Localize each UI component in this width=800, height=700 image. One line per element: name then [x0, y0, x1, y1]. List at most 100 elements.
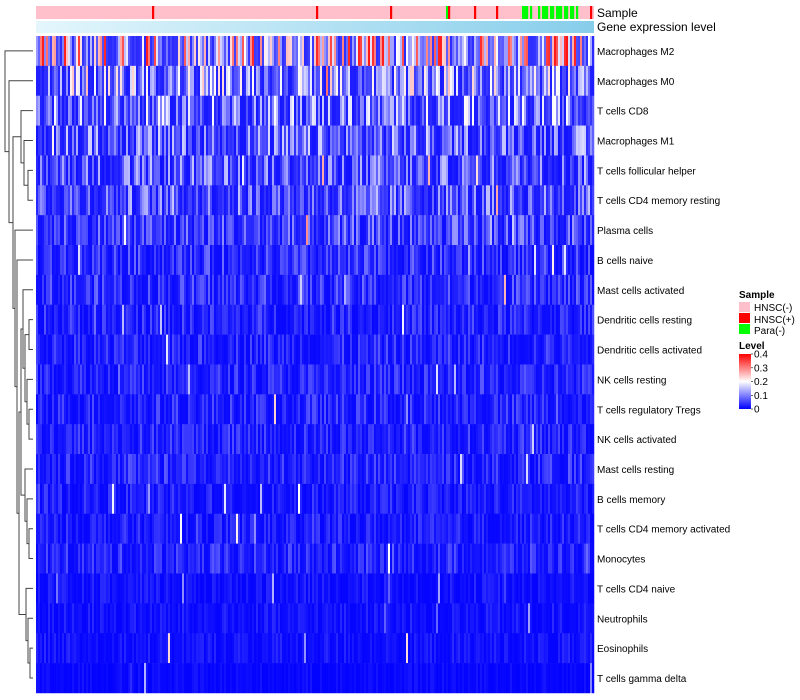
- heatmap-cell: [432, 454, 435, 485]
- heatmap-cell: [478, 125, 481, 156]
- heatmap-cell: [36, 95, 39, 126]
- heatmap-cell: [298, 155, 301, 186]
- heatmap-cell: [332, 215, 335, 246]
- heatmap-cell: [124, 155, 127, 186]
- heatmap-cell: [356, 215, 359, 246]
- heatmap-cell: [112, 36, 115, 67]
- heatmap-cell: [152, 334, 155, 365]
- heatmap-cell: [140, 245, 143, 276]
- heatmap-cell: [566, 245, 569, 276]
- heatmap-cell: [134, 364, 137, 395]
- heatmap-cell: [478, 513, 481, 544]
- heatmap-cell: [384, 334, 387, 365]
- heatmap-cell: [530, 513, 533, 544]
- heatmap-cell: [504, 95, 507, 126]
- heatmap-cell: [492, 304, 495, 335]
- heatmap-cell: [220, 424, 223, 455]
- heatmap-cell: [368, 274, 371, 306]
- heatmap-cell: [448, 424, 451, 455]
- heatmap-cell: [504, 65, 507, 97]
- heatmap-cell: [370, 125, 373, 156]
- heatmap-cell: [234, 155, 237, 186]
- heatmap-cell: [176, 304, 179, 335]
- heatmap-cell: [588, 36, 591, 67]
- heatmap-cell: [408, 543, 411, 574]
- heatmap-cell: [480, 125, 483, 156]
- heatmap-cell: [150, 65, 153, 97]
- heatmap-cell: [102, 65, 105, 97]
- heatmap-cell: [438, 155, 441, 186]
- heatmap-cell: [586, 36, 589, 67]
- heatmap-cell: [198, 483, 201, 515]
- heatmap-cell: [222, 155, 225, 186]
- heatmap-cell: [520, 513, 523, 544]
- heatmap-cell: [300, 364, 303, 395]
- heatmap-cell: [160, 513, 163, 544]
- heatmap-cell: [60, 304, 63, 335]
- heatmap-cell: [248, 185, 251, 216]
- heatmap-cell: [280, 394, 283, 425]
- heatmap-cell: [86, 36, 89, 67]
- heatmap-cell: [310, 304, 313, 335]
- heatmap-cell: [312, 424, 315, 455]
- heatmap-cell: [512, 483, 515, 515]
- heatmap-cell: [528, 513, 531, 544]
- heatmap-cell: [418, 454, 421, 485]
- heatmap-cell: [414, 304, 417, 335]
- heatmap-cell: [106, 454, 109, 485]
- heatmap-cell: [462, 304, 465, 335]
- heatmap-cell: [400, 304, 403, 335]
- heatmap-cell: [482, 483, 485, 515]
- heatmap-cell: [356, 304, 359, 335]
- heatmap-cell: [522, 454, 525, 485]
- heatmap-cell: [90, 155, 93, 186]
- heatmap-cell: [172, 513, 175, 544]
- heatmap-cell: [396, 125, 399, 156]
- heatmap-cell: [306, 454, 309, 485]
- heatmap-cell: [56, 394, 59, 425]
- heatmap-cell: [236, 424, 239, 455]
- heatmap-cell: [526, 215, 529, 246]
- heatmap-cell: [516, 155, 519, 186]
- heatmap-cell: [354, 483, 357, 515]
- heatmap-cell: [40, 125, 43, 156]
- heatmap-cell: [556, 334, 559, 365]
- heatmap-cell: [38, 304, 41, 335]
- heatmap-cell: [98, 454, 101, 485]
- heatmap-cell: [434, 95, 437, 126]
- heatmap-cell: [590, 36, 593, 67]
- heatmap-cell: [518, 155, 521, 186]
- heatmap-cell: [160, 65, 163, 97]
- heatmap-cell: [344, 245, 347, 276]
- heatmap-cell: [154, 483, 157, 515]
- heatmap-cell: [398, 245, 401, 276]
- heatmap-cell: [202, 36, 205, 67]
- heatmap-cell: [526, 274, 529, 306]
- heatmap-cell: [124, 513, 127, 544]
- heatmap-cell: [286, 185, 289, 216]
- heatmap-cell: [174, 185, 177, 216]
- heatmap-cell: [98, 304, 101, 335]
- heatmap-cell: [170, 424, 173, 455]
- heatmap-cell: [246, 185, 249, 216]
- heatmap-cell: [100, 274, 103, 306]
- heatmap-cell: [142, 394, 145, 425]
- heatmap-cell: [454, 513, 457, 544]
- heatmap-cell: [100, 364, 103, 395]
- heatmap-cell: [390, 215, 393, 246]
- heatmap-cell: [284, 274, 287, 306]
- heatmap-cell: [138, 36, 141, 67]
- heatmap-cell: [532, 95, 535, 126]
- heatmap-cell: [384, 424, 387, 455]
- heatmap-cell: [116, 274, 119, 306]
- heatmap-cell: [220, 513, 223, 544]
- heatmap-cell: [72, 65, 75, 97]
- heatmap-cell: [582, 424, 585, 455]
- heatmap-cell: [350, 125, 353, 156]
- heatmap-cell: [316, 304, 319, 335]
- heatmap-cell: [330, 424, 333, 455]
- heatmap-cell: [524, 215, 527, 246]
- heatmap-cell: [96, 304, 99, 335]
- heatmap-cell: [400, 215, 403, 246]
- heatmap-cell: [80, 215, 83, 246]
